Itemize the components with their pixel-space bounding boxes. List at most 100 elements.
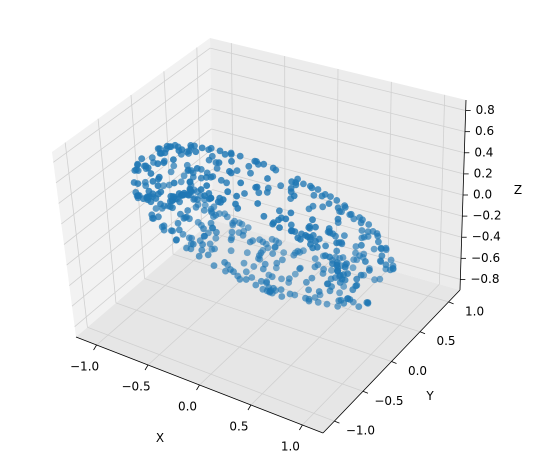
y-tick xyxy=(391,361,397,364)
scatter-point xyxy=(161,149,169,157)
grid-line xyxy=(53,47,211,163)
scatter-point xyxy=(311,263,319,271)
scatter-point xyxy=(329,260,336,268)
scatter-point xyxy=(236,152,244,160)
y-tick xyxy=(448,301,454,305)
scatter-point xyxy=(183,244,190,252)
scatter-point xyxy=(177,210,184,218)
y-tick-label: −1.0 xyxy=(346,424,375,438)
scatter-point xyxy=(296,248,304,256)
scatter-point xyxy=(194,218,202,226)
scatter-point xyxy=(209,224,217,232)
scatter-point xyxy=(322,242,329,250)
scatter-point xyxy=(286,290,294,298)
scatter-point xyxy=(308,184,316,192)
scatter-point xyxy=(305,205,313,213)
scatter-point xyxy=(294,175,301,183)
scatter-point xyxy=(341,276,349,284)
scatter-point xyxy=(204,251,212,259)
grid-line xyxy=(58,88,212,204)
scatter-point xyxy=(206,240,214,248)
scatter-point xyxy=(254,200,262,207)
scatter-point xyxy=(175,190,183,197)
scatter-point xyxy=(319,203,327,211)
scatter-point xyxy=(197,174,205,182)
scatter-point xyxy=(173,236,180,244)
scatter-point xyxy=(207,194,215,202)
scatter-point xyxy=(227,150,235,158)
scatter-point xyxy=(207,173,215,181)
scatter-point xyxy=(275,216,282,224)
scatter-point xyxy=(157,200,164,208)
scatter-point xyxy=(242,268,250,276)
scatter-point xyxy=(224,188,232,196)
scatter-point xyxy=(219,196,227,204)
scatter-point xyxy=(309,216,316,224)
scatter-point xyxy=(243,249,251,257)
scatter-point xyxy=(339,254,347,261)
scatter-point xyxy=(328,267,335,274)
scatter-point xyxy=(287,209,295,217)
scatter-point xyxy=(355,303,363,310)
scatter-point xyxy=(157,188,165,196)
scatter-point xyxy=(294,234,302,242)
scatter-point xyxy=(228,228,236,236)
scatter-point xyxy=(290,192,298,200)
scatter-point xyxy=(382,261,390,269)
pane-left xyxy=(52,38,213,337)
scatter-point xyxy=(246,238,254,246)
scatter-point xyxy=(311,294,319,301)
scatter-point xyxy=(141,178,149,186)
scatter-point xyxy=(138,155,146,163)
scatter-point xyxy=(334,204,342,212)
scatter-point xyxy=(152,205,160,212)
scatter-point xyxy=(357,219,365,227)
scatter-point xyxy=(170,156,177,164)
scatter-point xyxy=(187,142,195,149)
scatter-point xyxy=(160,182,167,190)
grid-line xyxy=(55,68,211,184)
scatter-point xyxy=(233,192,241,200)
scatter-point xyxy=(201,201,209,209)
scatter-point xyxy=(280,249,288,256)
scatter-point xyxy=(248,274,256,281)
scatter-point xyxy=(192,203,200,211)
scatter-point xyxy=(149,178,157,185)
grid-line xyxy=(210,88,465,154)
scatter-point xyxy=(227,247,235,255)
scatter-point xyxy=(326,253,333,261)
x-tick-label: 1.0 xyxy=(281,440,300,454)
scatter-point xyxy=(314,186,322,193)
scatter-point xyxy=(358,241,365,249)
scatter-point xyxy=(227,169,235,177)
scatter-point xyxy=(300,180,307,188)
scatter-point xyxy=(276,224,283,232)
scatter-point xyxy=(198,246,206,254)
scatter-point xyxy=(311,255,319,262)
scatter-point xyxy=(154,160,162,168)
scatter-point xyxy=(221,150,229,158)
scatter-point xyxy=(310,191,318,199)
scatter-point xyxy=(269,220,277,228)
scatter-point xyxy=(227,236,235,244)
scatter-point xyxy=(292,181,300,189)
scatter-point xyxy=(268,235,276,243)
scatter-point xyxy=(377,258,385,265)
scatter-point xyxy=(195,252,203,260)
scatter-point xyxy=(252,184,259,191)
z-tick-label: 0.4 xyxy=(474,145,493,159)
z-axis-label: Z xyxy=(514,183,522,197)
scatter-point xyxy=(134,160,142,168)
scatter-point xyxy=(362,258,369,265)
z-tick-label: 0.6 xyxy=(475,124,494,138)
z-tick-label: −0.2 xyxy=(472,209,501,223)
scatter-point xyxy=(288,227,296,235)
z-tick-label: −0.8 xyxy=(470,272,499,286)
scatter-point xyxy=(223,179,231,187)
scatter-point xyxy=(366,266,373,274)
scatter-point xyxy=(277,286,285,293)
z-tick-label: 0.0 xyxy=(473,188,492,202)
scatter-point xyxy=(360,250,368,258)
x-axis-label: X xyxy=(156,431,164,445)
scatter-point xyxy=(247,169,254,177)
